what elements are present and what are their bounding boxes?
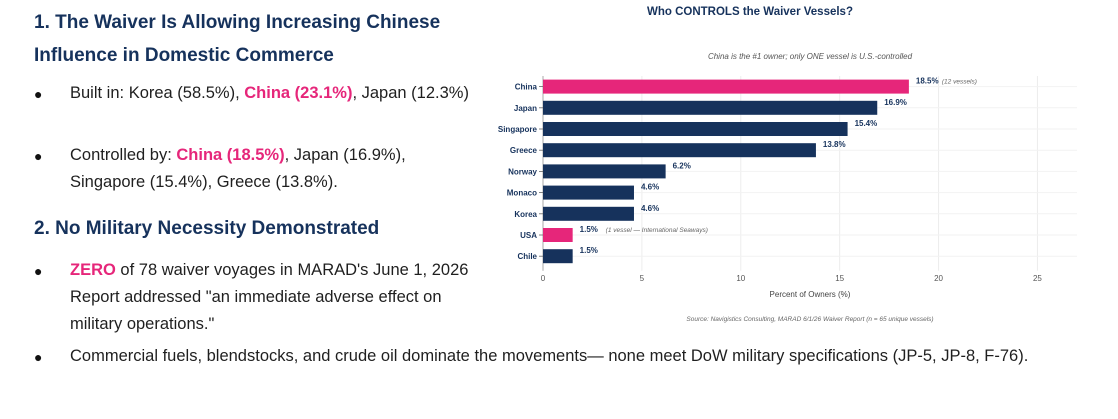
heading-military-necessity: 2. No Military Necessity Demonstrated	[34, 218, 380, 239]
bar-annotation: (12 vessels)	[942, 79, 977, 86]
bullet-dot: ●	[34, 349, 43, 365]
data-label: 13.8%	[823, 140, 846, 149]
x-tick-label: 25	[1033, 274, 1042, 283]
y-tick-label: Greece	[510, 146, 538, 155]
bullet-text: , Japan (12.3%)	[352, 84, 469, 102]
data-label: 4.6%	[641, 204, 659, 213]
y-tick-label: Korea	[514, 210, 537, 219]
chart-title: Who CONTROLS the Waiver Vessels?	[647, 6, 853, 18]
bullet-dot: ●	[34, 263, 43, 279]
y-tick-label: Monaco	[507, 189, 537, 198]
highlight-china-controlled: China (18.5%)	[176, 146, 285, 164]
chart-subtitle: China is the #1 owner; only ONE vessel i…	[708, 52, 913, 61]
bar-greece	[543, 143, 816, 158]
data-label: 15.4%	[855, 119, 878, 128]
bar-china	[543, 79, 909, 94]
y-tick-label: Norway	[508, 167, 537, 176]
bullet-text: Built in: Korea (58.5%),	[70, 84, 245, 102]
x-tick-label: 20	[934, 274, 943, 283]
bar-singapore	[543, 122, 848, 136]
bullet-controlled-by: Controlled by: China (18.5%), Japan (16.…	[70, 142, 470, 196]
highlight-zero: ZERO	[70, 261, 116, 279]
bar-annotation: (1 vessel — International Seaways)	[606, 227, 708, 234]
bar-chile	[543, 249, 573, 264]
y-tick-label: Chile	[517, 252, 537, 261]
bullet-text: Controlled by:	[70, 146, 177, 164]
bullet-commercial-fuels: Commercial fuels, blendstocks, and crude…	[70, 347, 1029, 365]
bar-monaco	[543, 185, 634, 200]
bullet-built-in: Built in: Korea (58.5%), China (23.1%), …	[70, 80, 470, 107]
x-tick-label: 0	[541, 274, 546, 283]
chart-source: Source: Navigistics Consulting, MARAD 6/…	[686, 316, 933, 323]
owner-bar-chart: China is the #1 owner; only ONE vessel i…	[498, 52, 1077, 323]
y-tick-label: USA	[520, 231, 537, 240]
bar-norway	[543, 164, 666, 179]
heading-chinese-influence: 1. The Waiver Is Allowing Increasing Chi…	[34, 12, 441, 66]
highlight-china-built: China (23.1%)	[244, 84, 353, 102]
bullet-text: of 78 waiver voyages in MARAD's June 1, …	[70, 261, 469, 333]
y-tick-label: Singapore	[498, 125, 538, 134]
data-label: 16.9%	[884, 98, 907, 107]
data-label: 18.5%	[916, 77, 939, 86]
bar-usa	[543, 228, 573, 242]
data-label: 1.5%	[580, 246, 598, 255]
bar-japan	[543, 100, 878, 115]
bullet-dot: ●	[34, 148, 43, 164]
bullet-zero-voyages: ZERO of 78 waiver voyages in MARAD's Jun…	[70, 257, 470, 338]
x-axis-label: Percent of Owners (%)	[770, 290, 851, 299]
bar-korea	[543, 206, 634, 221]
y-tick-label: Japan	[514, 104, 537, 113]
bullet-text: , Japan (16.9%), Singapore (15.4%), Gree…	[70, 146, 406, 191]
x-tick-label: 5	[640, 274, 645, 283]
data-label: 4.6%	[641, 183, 659, 192]
data-label: 6.2%	[673, 161, 691, 170]
y-tick-label: China	[515, 83, 538, 92]
data-label: 1.5%	[580, 225, 598, 234]
x-tick-label: 10	[736, 274, 745, 283]
bullet-dot: ●	[34, 86, 43, 102]
x-tick-label: 15	[835, 274, 844, 283]
